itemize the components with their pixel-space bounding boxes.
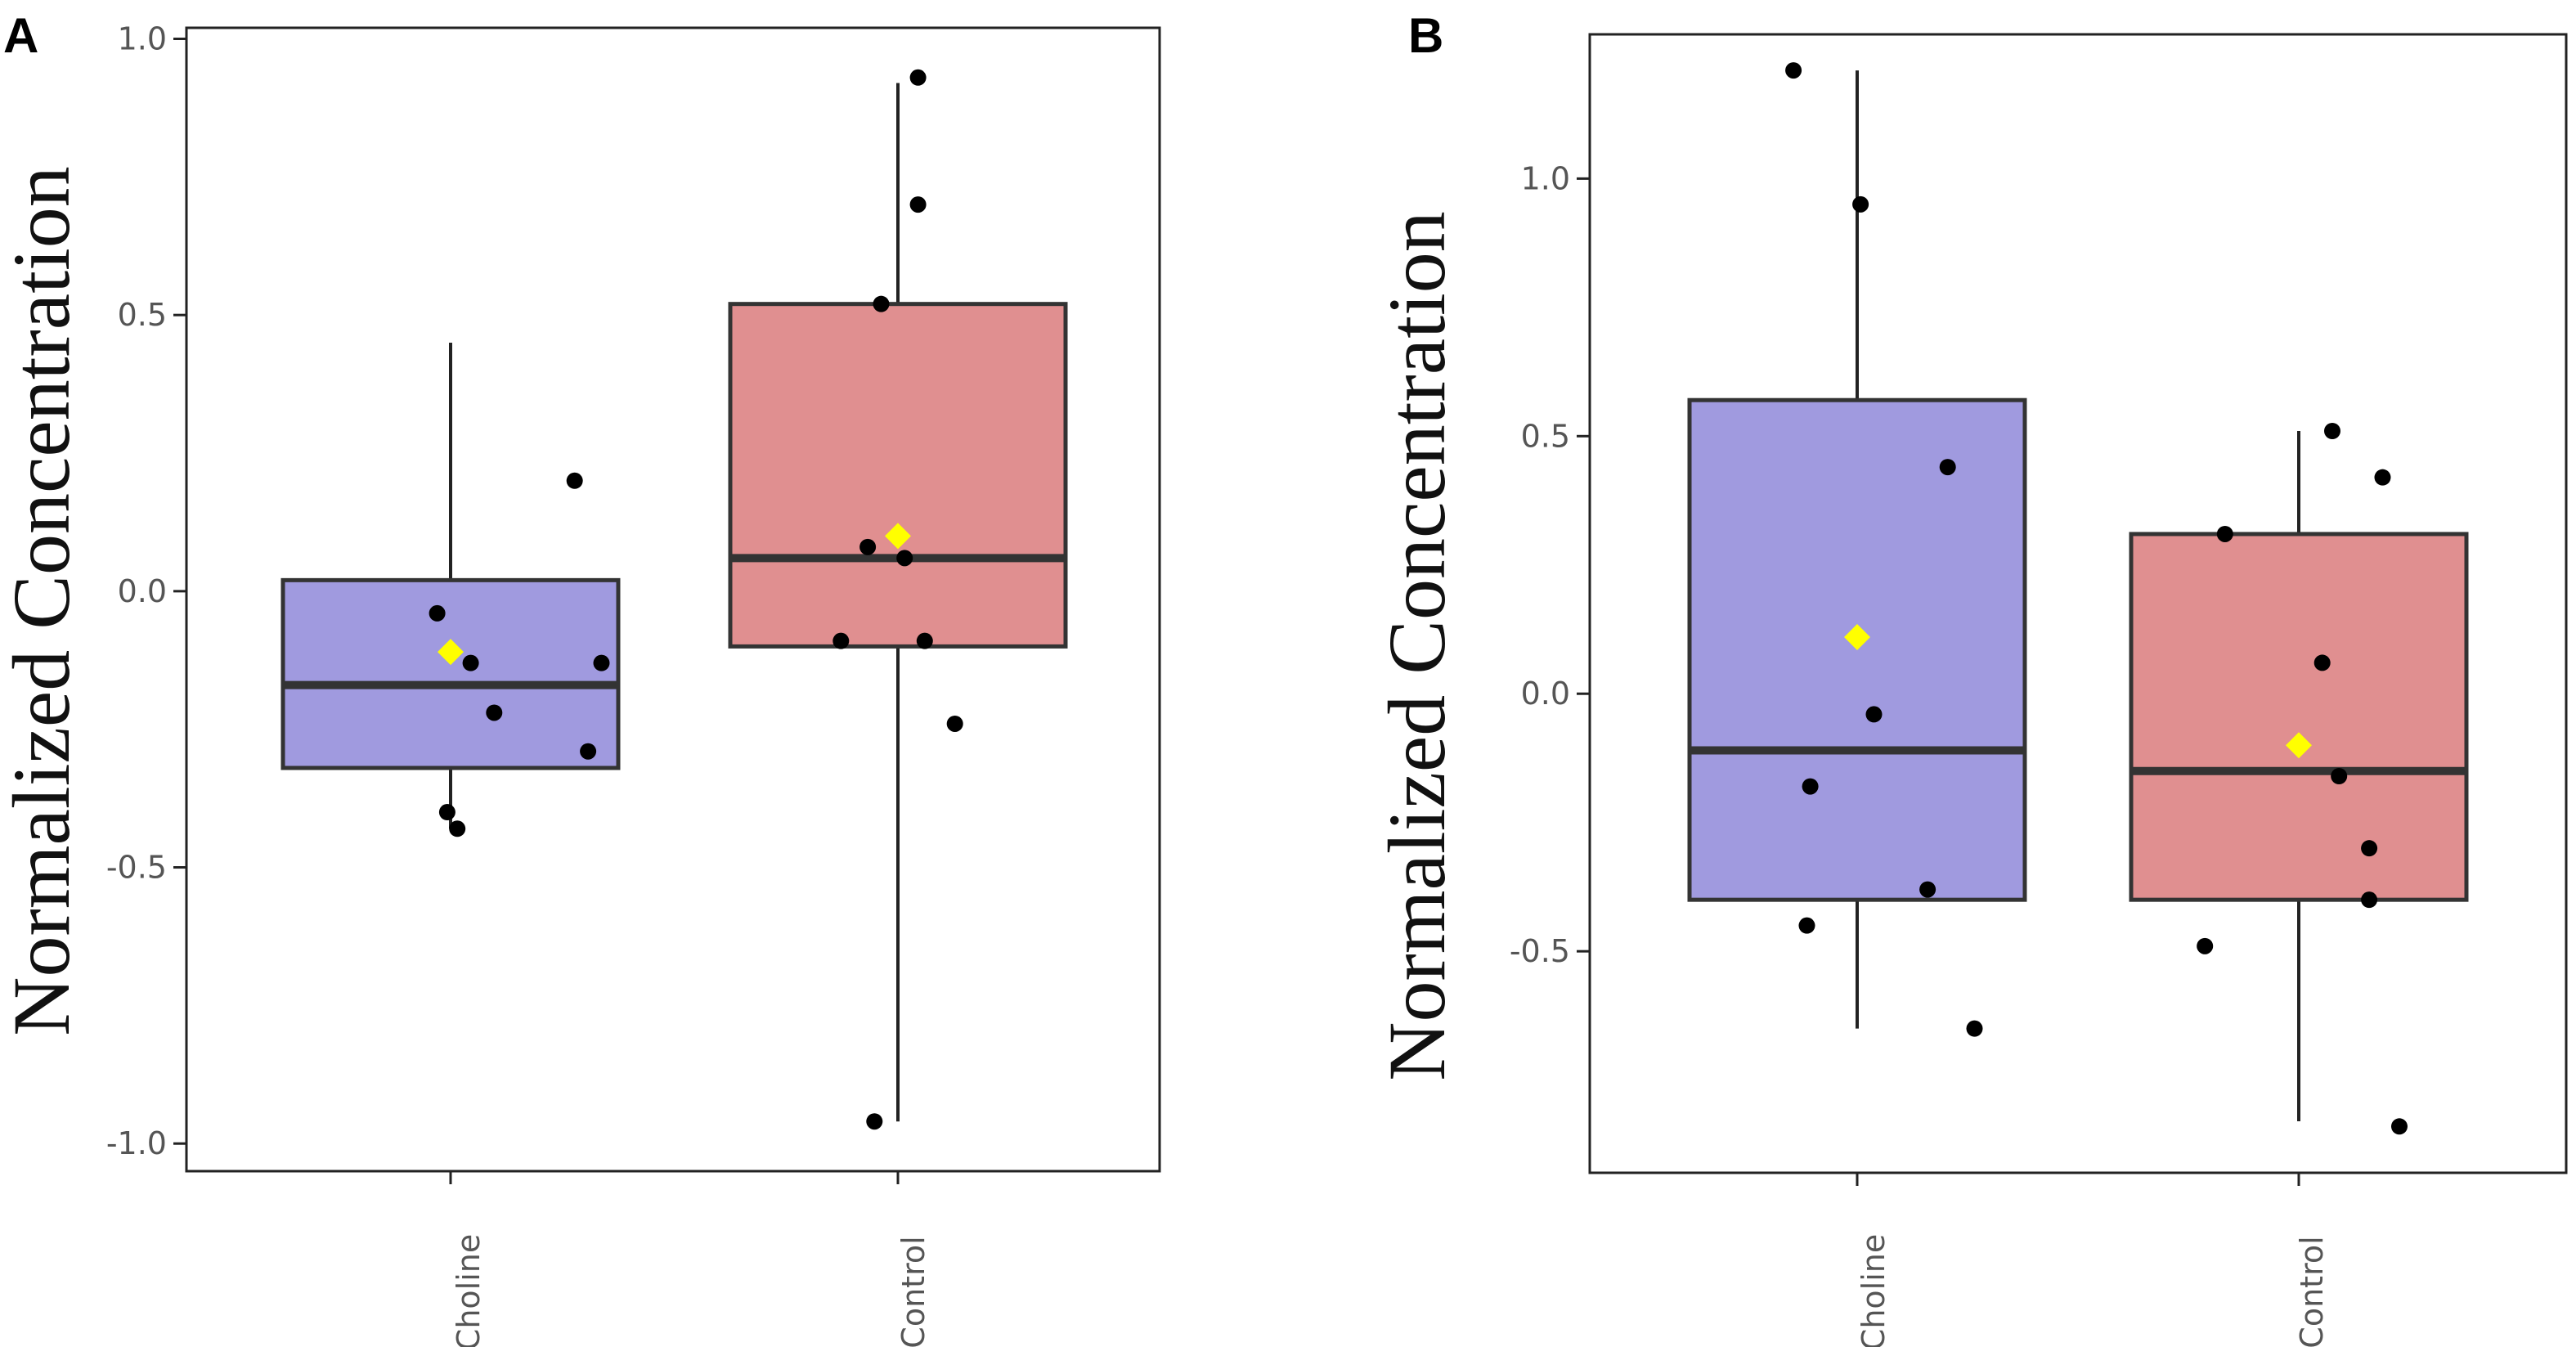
data-point-control-a xyxy=(896,550,913,567)
y-tick-label-b: 1.0 xyxy=(1521,160,1570,196)
box-control-b xyxy=(2129,532,2469,902)
y-tick-label-a: 1.0 xyxy=(118,21,167,57)
data-point-choline-a xyxy=(462,654,479,671)
data-point-choline-b xyxy=(1802,778,1819,795)
data-point-choline-a xyxy=(566,472,583,489)
data-point-control-b xyxy=(2391,1118,2408,1135)
category-label-control-a: Control xyxy=(895,1236,931,1347)
y-tick-label-b: -0.5 xyxy=(1510,933,1570,969)
y-tick-label-a: 0.5 xyxy=(118,297,167,333)
data-point-choline-b xyxy=(1939,459,1956,476)
panel-a: A Normalized Concentration -1.0 -0.5 0.0 0.… xyxy=(0,8,1161,1347)
plot-frame-b xyxy=(1588,33,2568,1174)
data-point-control-a xyxy=(909,196,927,213)
data-point-control-b xyxy=(2216,525,2233,542)
y-axis-label-a: Normalized Concentration xyxy=(0,166,87,1036)
plot-frame-a xyxy=(185,26,1161,1173)
panel-label-b: B xyxy=(1408,8,1443,63)
data-point-choline-a xyxy=(438,804,456,821)
data-point-control-a xyxy=(866,1113,883,1130)
y-axis-label-b: Normalized Concentration xyxy=(1371,211,1462,1081)
box-choline-a xyxy=(280,577,621,770)
data-point-choline-a xyxy=(449,820,466,837)
data-point-control-a xyxy=(909,69,927,86)
data-point-choline-b xyxy=(1785,62,1802,79)
data-point-choline-a xyxy=(429,604,446,622)
y-tick-label-b: 0.0 xyxy=(1521,676,1570,712)
data-point-choline-a xyxy=(486,704,503,721)
data-point-control-b xyxy=(2374,469,2391,486)
data-point-control-b xyxy=(2361,840,2378,857)
data-point-control-a xyxy=(859,538,877,555)
y-tick-label-a: -1.0 xyxy=(106,1125,167,1161)
data-point-choline-b xyxy=(1966,1020,1983,1037)
category-label-choline-a: Choline xyxy=(451,1234,487,1347)
data-point-choline-b xyxy=(1798,917,1815,934)
category-label-choline-b: Choline xyxy=(1856,1234,1892,1347)
y-tick-label-a: -0.5 xyxy=(106,850,167,886)
data-point-control-b xyxy=(2324,422,2340,439)
mean-marker-choline-b xyxy=(1844,623,1870,650)
category-label-control-b: Control xyxy=(2294,1236,2330,1347)
data-point-control-a xyxy=(946,715,963,732)
data-point-choline-b xyxy=(1852,195,1869,213)
panel-b: B Normalized Concentration -0.5 0.0 0.5 1.0… xyxy=(1371,8,2568,1347)
data-point-control-b xyxy=(2197,937,2214,954)
data-point-control-b xyxy=(2313,654,2331,671)
panel-label-a: A xyxy=(3,8,38,63)
box-control-a xyxy=(728,302,1068,649)
data-point-control-a xyxy=(916,632,933,649)
mean-marker-choline-a xyxy=(438,639,464,666)
data-point-choline-b xyxy=(1919,881,1936,898)
data-point-choline-b xyxy=(1865,706,1883,723)
data-point-control-a xyxy=(873,295,890,312)
data-point-choline-a xyxy=(593,654,610,671)
y-tick-label-a: 0.0 xyxy=(118,573,167,609)
mean-marker-control-a xyxy=(885,523,911,550)
data-point-choline-a xyxy=(580,743,597,760)
data-point-control-b xyxy=(2331,768,2348,785)
mean-marker-control-b xyxy=(2286,732,2312,759)
data-point-control-a xyxy=(832,632,850,649)
data-point-control-b xyxy=(2361,891,2378,909)
y-tick-label-b: 0.5 xyxy=(1521,418,1570,454)
